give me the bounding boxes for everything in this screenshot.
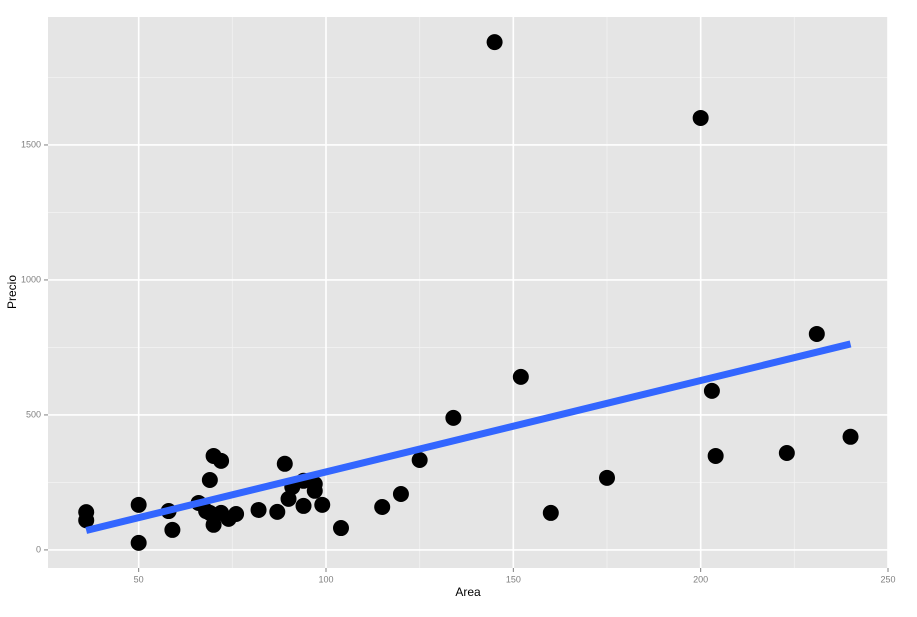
- point: [808, 325, 825, 342]
- point: [78, 512, 95, 529]
- point: [213, 452, 230, 469]
- point: [512, 368, 529, 385]
- x-tick-label: 50: [134, 574, 144, 584]
- y-tick-label: 1500: [21, 139, 41, 149]
- y-axis-label: Precio: [5, 275, 19, 309]
- point: [130, 534, 147, 551]
- point: [842, 428, 859, 445]
- point: [411, 452, 428, 469]
- x-axis-label: Area: [455, 585, 481, 599]
- point: [295, 497, 312, 514]
- y-tick-label: 0: [36, 544, 41, 554]
- point: [332, 520, 349, 537]
- point: [201, 471, 218, 488]
- point: [599, 469, 616, 486]
- x-tick-label: 150: [506, 574, 521, 584]
- point: [778, 444, 795, 461]
- point: [314, 496, 331, 513]
- point: [707, 447, 724, 464]
- point: [486, 34, 503, 51]
- point: [445, 409, 462, 426]
- point: [542, 504, 559, 521]
- x-tick-label: 200: [693, 574, 708, 584]
- point: [269, 503, 286, 520]
- point: [130, 496, 147, 513]
- point: [692, 109, 709, 126]
- point: [164, 521, 181, 538]
- panel: [48, 17, 888, 568]
- point: [392, 486, 409, 503]
- point: [250, 501, 267, 518]
- y-tick-label: 500: [26, 409, 41, 419]
- point: [703, 382, 720, 399]
- point: [306, 482, 323, 499]
- point: [276, 455, 293, 472]
- point: [374, 498, 391, 515]
- y-tick-label: 1000: [21, 274, 41, 284]
- x-tick-label: 100: [318, 574, 333, 584]
- trend-line: [85, 340, 852, 534]
- point: [228, 506, 245, 523]
- x-tick-label: 250: [880, 574, 895, 584]
- point: [201, 504, 218, 521]
